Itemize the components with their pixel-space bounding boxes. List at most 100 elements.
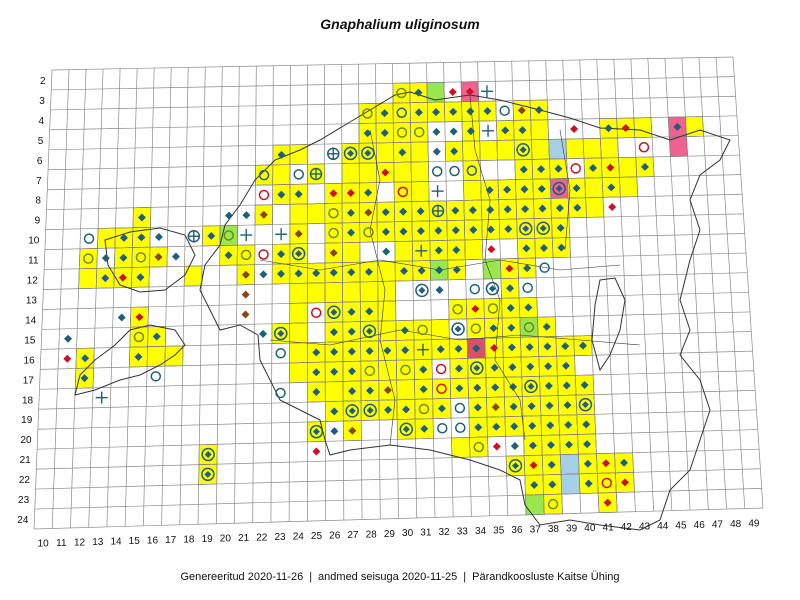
- x-axis-label: 30: [402, 528, 414, 539]
- circle-olive-marker: [362, 108, 373, 119]
- x-axis-label: 35: [493, 526, 505, 537]
- grid-line-horizontal: [39, 370, 754, 390]
- x-axis-label: 34: [475, 526, 487, 537]
- circle-diamond-marker: [201, 447, 215, 462]
- x-axis-label: 16: [147, 536, 159, 547]
- diamond-teal-marker: [510, 422, 519, 431]
- circle-red-marker: [258, 189, 270, 201]
- circle-diamond-marker: [518, 221, 533, 236]
- x-axis-label: 23: [274, 532, 286, 543]
- diamond-red-marker: [606, 163, 615, 172]
- grid-cell-28-13: [359, 281, 379, 303]
- diamond-brown-marker: [491, 403, 500, 412]
- cross-teal-marker: [480, 85, 493, 98]
- diamond-teal-marker: [434, 226, 443, 235]
- diamond-teal-marker: [432, 147, 441, 156]
- diamond-teal-marker: [473, 403, 482, 412]
- map-title: Gnaphalium uliginosum: [320, 16, 480, 32]
- diamond-teal-marker: [401, 346, 410, 355]
- cross-teal-marker: [275, 228, 288, 241]
- grid-cell-26-18: [324, 381, 344, 403]
- grid-line-vertical: [161, 67, 172, 526]
- circle-teal-marker: [454, 402, 466, 414]
- grid-cell-39-22: [560, 453, 580, 475]
- circle-teal-marker: [150, 371, 162, 382]
- grid-cell-33-14: [448, 298, 468, 320]
- grid-cell-24-15: [289, 322, 308, 344]
- diamond-teal-marker: [414, 88, 423, 97]
- circle-olive-marker: [328, 227, 339, 239]
- diamond-teal-marker: [152, 332, 161, 341]
- grid-cell-35-6: [479, 140, 498, 161]
- circle-olive-marker: [223, 230, 235, 241]
- diamond-teal-marker: [330, 347, 339, 356]
- x-axis-label: 42: [621, 522, 633, 533]
- grid-line-horizontal: [36, 448, 760, 470]
- grid-cell-30-18: [396, 379, 416, 401]
- x-axis-label: 44: [657, 521, 669, 532]
- grid-cell-27-13: [342, 281, 361, 303]
- grid-cell-41-23: [596, 472, 617, 494]
- grid-line-vertical: [647, 58, 673, 511]
- x-axis-label: 45: [675, 520, 687, 531]
- diamond-red-marker: [601, 459, 610, 468]
- grid-cell-34-15: [466, 318, 486, 339]
- diamond-teal-marker: [510, 442, 519, 451]
- circle-diamond-marker: [327, 305, 341, 320]
- diamond-teal-marker: [573, 203, 582, 212]
- diamond-red-marker: [620, 478, 629, 487]
- diamond-teal-marker: [607, 183, 616, 192]
- y-axis-label: 20: [20, 435, 32, 446]
- diamond-teal-marker: [472, 344, 481, 353]
- grid-cell-27-11: [342, 242, 361, 263]
- diamond-teal-marker: [437, 404, 446, 413]
- diamond-teal-marker: [137, 233, 146, 242]
- grid-line-vertical: [270, 65, 274, 523]
- grid-cell-41-6: [582, 138, 602, 159]
- diamond-teal-marker: [380, 128, 389, 137]
- grid-cell-40-6: [565, 138, 585, 160]
- diamond-brown-marker: [364, 208, 373, 217]
- circle-diamond-marker: [345, 404, 359, 418]
- diamond-teal-marker: [137, 213, 146, 222]
- diamond-teal-marker: [486, 205, 495, 214]
- circle-diamond-marker: [451, 322, 465, 336]
- x-axis-label: 33: [457, 527, 469, 538]
- circle-olive-marker: [523, 321, 535, 333]
- x-axis-labels: 10 11 12 13 14 15 16 17 18 19 20 21 22 23 24 25 26 27 28 29…: [38, 518, 760, 549]
- x-axis-label: 40: [584, 523, 596, 534]
- diamond-teal-marker: [277, 150, 286, 159]
- grid-line-vertical: [234, 66, 240, 524]
- diamond-teal-marker: [294, 269, 303, 278]
- hiiumaa-coastline: [104, 227, 196, 293]
- grid-cell-24-13: [289, 282, 308, 304]
- diamond-red-marker: [346, 189, 355, 198]
- circle-teal-marker: [396, 107, 407, 119]
- diamond-teal-marker: [134, 352, 143, 361]
- grid-line-horizontal: [51, 76, 735, 91]
- x-axis-label: 39: [566, 524, 578, 535]
- grid-cell-31-5: [410, 121, 429, 143]
- circle-olive-marker: [240, 249, 252, 261]
- diamond-teal-marker: [528, 421, 537, 430]
- diamond-teal-marker: [564, 420, 573, 429]
- diamond-teal-marker: [347, 307, 356, 316]
- grid-cell-37-24: [525, 494, 545, 516]
- diamond-teal-marker: [538, 204, 547, 213]
- y-axis-label: 9: [35, 216, 41, 227]
- diamond-brown-marker: [383, 386, 392, 395]
- circle-olive-marker: [547, 498, 559, 510]
- circle-olive-marker: [470, 323, 482, 334]
- circle-diamond-marker: [201, 467, 215, 482]
- x-axis-label: 31: [420, 528, 432, 539]
- diamond-teal-marker: [347, 347, 356, 356]
- diamond-teal-marker: [364, 188, 373, 197]
- diamond-teal-marker: [347, 268, 356, 277]
- grid-cell-29-13: [377, 280, 396, 302]
- grid-cell-38-5: [530, 119, 549, 141]
- circle-cross-marker: [187, 229, 201, 243]
- diamond-teal-marker: [537, 184, 546, 193]
- grid-cell-41-9: [585, 197, 605, 218]
- diamond-teal-marker: [259, 329, 268, 338]
- x-axis-label: 43: [639, 521, 651, 532]
